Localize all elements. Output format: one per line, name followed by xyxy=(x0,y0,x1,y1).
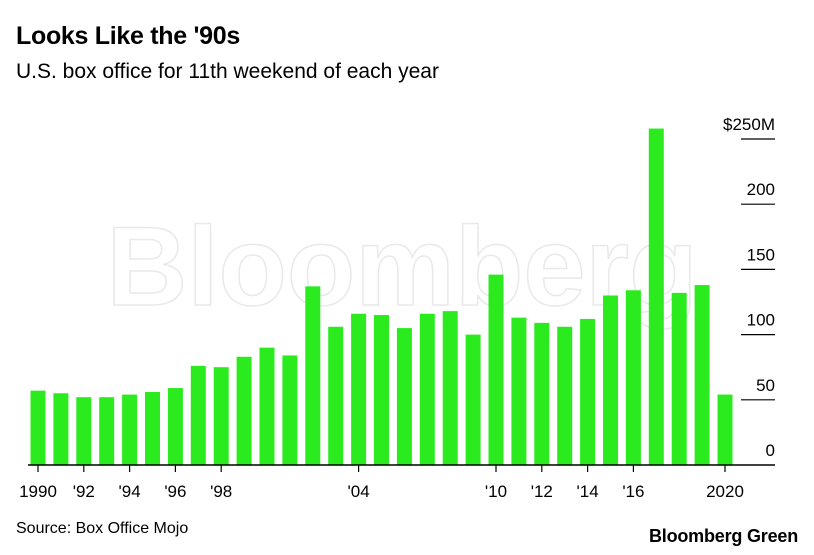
bar-2015 xyxy=(603,295,618,465)
x-tick-label-2016: '16 xyxy=(622,482,644,501)
bar-2012 xyxy=(534,322,550,465)
x-tick-label-1996: '96 xyxy=(164,482,186,501)
chart-title: Looks Like the '90s xyxy=(16,22,240,50)
brand-logo: Bloomberg Green xyxy=(648,526,798,546)
bar-2017 xyxy=(648,128,664,465)
y-axis: 0 50 100 150 200 $250M xyxy=(723,115,775,460)
bar-2007 xyxy=(419,313,435,465)
bar-2000 xyxy=(259,347,275,465)
x-tick-label-2012: '12 xyxy=(531,482,553,501)
bar-2014 xyxy=(580,318,596,465)
bar-1997 xyxy=(190,365,206,465)
bloomberg-watermark: Bloomberg xyxy=(106,204,697,329)
bar-2010 xyxy=(488,274,504,465)
x-tick-label-2004: '04 xyxy=(348,482,370,501)
source-note: Source: Box Office Mojo xyxy=(16,520,189,537)
x-tick-label-1990: 1990 xyxy=(19,482,57,501)
x-tick-label-2014: '14 xyxy=(577,482,599,501)
bar-1994 xyxy=(122,394,138,465)
bar-1995 xyxy=(145,391,160,465)
bar-2006 xyxy=(396,328,412,465)
bar-2004 xyxy=(351,313,367,465)
x-tick-label-2010: '10 xyxy=(485,482,507,501)
bar-1998 xyxy=(213,367,229,465)
bar-1991 xyxy=(53,393,69,465)
bar-2013 xyxy=(557,326,573,465)
y-tick-label-250: $250M xyxy=(723,115,775,134)
bar-2020 xyxy=(717,394,733,465)
bar-2018 xyxy=(671,292,687,465)
y-tick-label-200: 200 xyxy=(747,180,775,199)
bar-2009 xyxy=(465,334,481,465)
bar-1992 xyxy=(76,397,92,465)
bar-2005 xyxy=(374,315,389,465)
bar-2003 xyxy=(328,326,344,465)
bar-2016 xyxy=(625,290,641,465)
bar-1999 xyxy=(236,356,252,465)
x-tick-label-1994: '94 xyxy=(119,482,141,501)
bars-group xyxy=(30,128,733,465)
bar-1996 xyxy=(167,388,183,465)
y-tick-label-50: 50 xyxy=(756,376,775,395)
bar-2019 xyxy=(694,285,710,465)
x-axis: 1990 '92 '94 '96 '98 '04 '10 '12 '14 '16 2020 xyxy=(19,464,775,501)
y-tick-label-0: 0 xyxy=(766,441,775,460)
bar-1990 xyxy=(30,390,46,465)
x-tick-label-2020: 2020 xyxy=(706,482,744,501)
x-tick-label-1992: '92 xyxy=(73,482,95,501)
bar-2002 xyxy=(305,286,321,465)
bar-2011 xyxy=(511,317,527,465)
bar-2001 xyxy=(282,355,298,465)
bar-2008 xyxy=(442,311,458,465)
bar-1993 xyxy=(99,397,115,465)
y-tick-label-100: 100 xyxy=(747,311,775,330)
y-tick-label-150: 150 xyxy=(747,245,775,264)
x-tick-label-1998: '98 xyxy=(210,482,232,501)
chart-subtitle: U.S. box office for 11th weekend of each… xyxy=(16,60,439,83)
